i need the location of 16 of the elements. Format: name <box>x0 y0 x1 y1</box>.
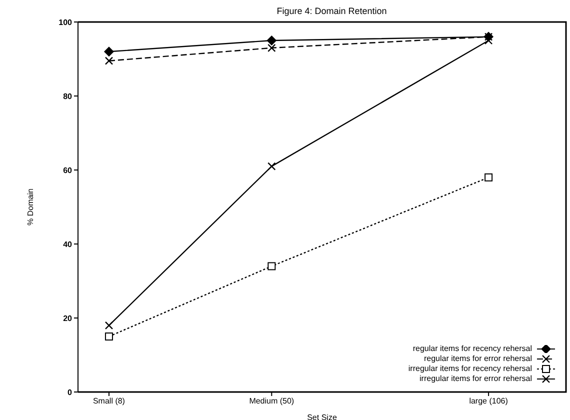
y-tick-label: 80 <box>63 92 73 101</box>
y-tick-label: 40 <box>63 240 73 249</box>
x-axis-title: Set Size <box>307 413 338 420</box>
legend-label: regular items for recency rehersal <box>412 344 532 354</box>
legend-label: regular items for error rehersal <box>424 354 532 364</box>
y-tick-label: 60 <box>63 166 73 175</box>
legend-label: irregular items for error rehersal <box>420 374 532 384</box>
y-tick-label: 0 <box>68 388 73 397</box>
x-tick-label: large (106) <box>469 396 508 406</box>
x-tick-label: Small (8) <box>92 396 126 406</box>
x-tick-label: Medium (50) <box>249 396 294 406</box>
y-tick-label: 100 <box>58 18 73 27</box>
y-tick-label: 20 <box>63 314 73 323</box>
chart-title: Figure 4: Domain Retention <box>276 6 387 16</box>
legend-label: irregular items for recency rehersal <box>408 364 532 374</box>
y-axis-title: % Domain <box>26 188 35 226</box>
